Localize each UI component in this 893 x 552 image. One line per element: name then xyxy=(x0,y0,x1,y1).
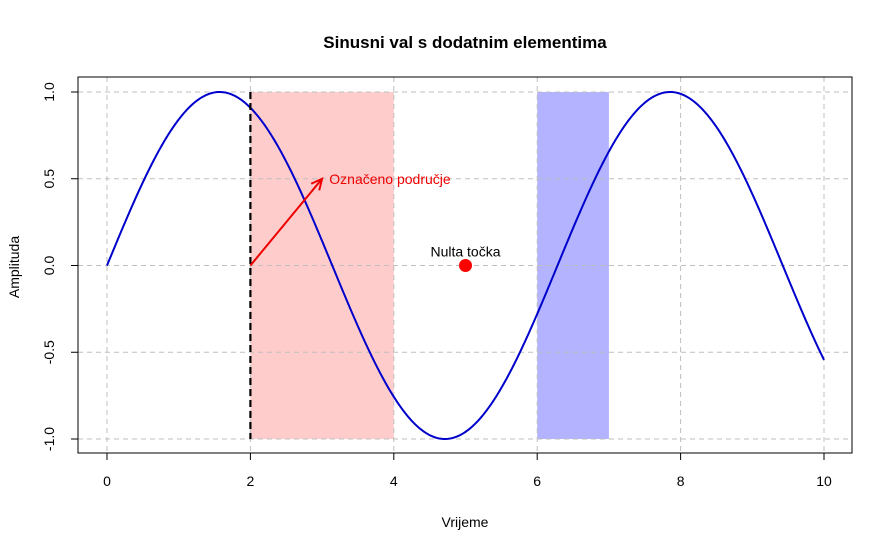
x-tick-label: 8 xyxy=(677,473,685,489)
arrow-head xyxy=(310,176,324,191)
x-tick-label: 4 xyxy=(390,473,398,489)
x-tick-label: 0 xyxy=(103,473,111,489)
y-tick-label: 1.0 xyxy=(41,82,57,102)
annotation-1: Označeno područje xyxy=(329,171,451,187)
y-tick-label: -0.5 xyxy=(41,340,57,364)
zero-point-marker xyxy=(459,259,472,272)
y-axis-label: Amplituda xyxy=(6,236,22,298)
y-tick-label: 0.5 xyxy=(41,169,57,189)
chart-title: Sinusni val s dodatnim elementima xyxy=(323,33,607,52)
arrow-line xyxy=(249,178,323,267)
y-tick-label: 0.0 xyxy=(41,256,57,276)
x-tick-label: 6 xyxy=(533,473,541,489)
y-tick-label: -1.0 xyxy=(41,427,57,451)
x-tick-label: 10 xyxy=(816,473,832,489)
annotation-2: Nulta točka xyxy=(430,244,500,260)
x-axis-label: Vrijeme xyxy=(442,514,489,530)
series-line-1 xyxy=(106,90,825,440)
x-tick-label: 2 xyxy=(247,473,255,489)
plot-area: Označeno područje Nulta točka 0 2 4 6 8 10 -1.0 -… xyxy=(41,76,853,489)
